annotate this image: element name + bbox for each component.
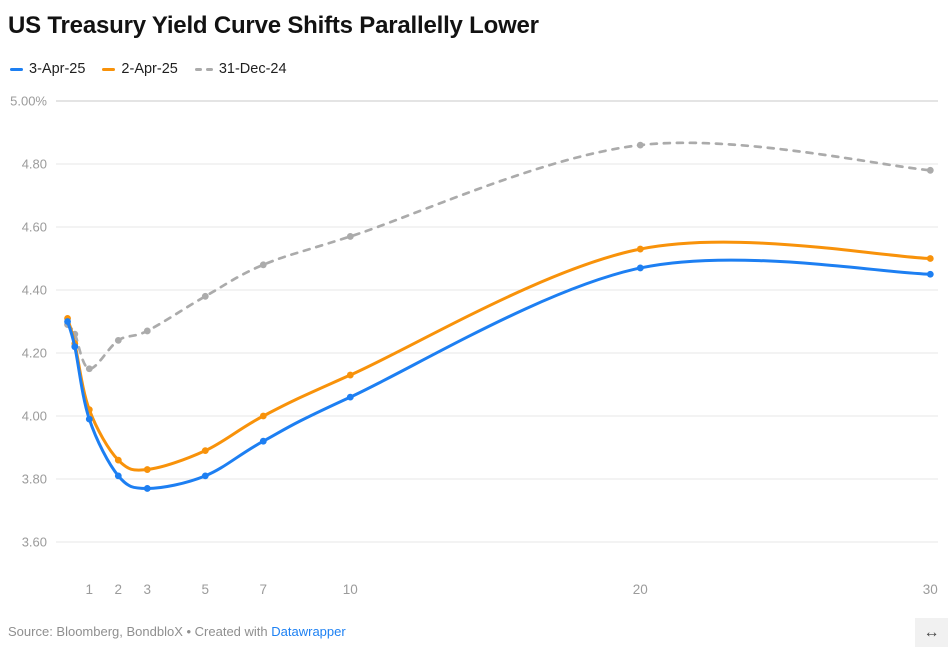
y-axis-label-4.80: 4.80 xyxy=(22,157,47,172)
y-axis-label-4.40: 4.40 xyxy=(22,283,47,298)
page-title: US Treasury Yield Curve Shifts Parallell… xyxy=(8,12,539,39)
data-point-3-Apr-25-5y[interactable] xyxy=(201,472,209,480)
data-point-3-Apr-25-30y[interactable] xyxy=(926,270,934,278)
x-axis-label-30: 30 xyxy=(923,582,938,597)
data-point-3-Apr-25-0.25y[interactable] xyxy=(64,318,71,325)
legend-item-3-apr-25: 3-Apr-25 xyxy=(10,61,85,77)
data-point-31-Dec-24-1y[interactable] xyxy=(85,365,93,373)
x-axis-label-20: 20 xyxy=(633,582,648,597)
data-point-2-Apr-25-10y[interactable] xyxy=(346,371,354,379)
data-point-2-Apr-25-20y[interactable] xyxy=(636,245,644,253)
data-point-3-Apr-25-2y[interactable] xyxy=(114,472,122,480)
data-point-3-Apr-25-10y[interactable] xyxy=(346,393,354,401)
data-point-31-Dec-24-10y[interactable] xyxy=(346,233,354,240)
x-axis-label-5: 5 xyxy=(202,582,210,597)
data-point-3-Apr-25-3y[interactable] xyxy=(143,485,151,492)
y-axis-label-4.00: 4.00 xyxy=(22,409,47,424)
line-swatch-icon xyxy=(10,67,23,71)
data-point-31-Dec-24-5y[interactable] xyxy=(201,292,209,300)
data-point-3-Apr-25-0.5y[interactable] xyxy=(71,343,79,351)
data-point-2-Apr-25-3y[interactable] xyxy=(143,466,151,473)
x-axis-label-1: 1 xyxy=(86,582,94,597)
datawrapper-link[interactable]: Datawrapper xyxy=(271,624,346,639)
data-point-31-Dec-24-30y[interactable] xyxy=(926,166,934,174)
source-text: Source: Bloomberg, BondbloX • Created wi… xyxy=(8,624,268,639)
data-point-31-Dec-24-7y[interactable] xyxy=(259,261,267,269)
source-attribution: Source: Bloomberg, BondbloX • Created wi… xyxy=(8,624,346,639)
dashed-line-swatch-icon xyxy=(194,67,213,71)
horizontal-resize-icon: ↔ xyxy=(923,623,940,641)
data-point-31-Dec-24-3y[interactable] xyxy=(143,327,151,335)
data-point-2-Apr-25-2y[interactable] xyxy=(114,456,122,464)
data-point-31-Dec-24-2y[interactable] xyxy=(114,337,122,344)
y-axis-label-5.00%: 5.00% xyxy=(10,94,47,109)
legend-label: 31-Dec-24 xyxy=(218,61,287,77)
data-point-2-Apr-25-7y[interactable] xyxy=(259,412,267,420)
data-point-2-Apr-25-5y[interactable] xyxy=(201,447,209,455)
legend-label: 3-Apr-25 xyxy=(29,61,86,77)
x-axis-label-3: 3 xyxy=(144,582,152,597)
y-axis-label-4.20: 4.20 xyxy=(22,346,47,361)
y-axis-label-3.60: 3.60 xyxy=(22,535,47,550)
data-point-31-Dec-24-20y[interactable] xyxy=(636,141,644,149)
data-point-3-Apr-25-7y[interactable] xyxy=(259,437,267,445)
legend: 3-Apr-25 2-Apr-25 31-Dec-24 xyxy=(10,61,287,77)
data-point-3-Apr-25-1y[interactable] xyxy=(85,415,93,423)
x-axis-label-7: 7 xyxy=(260,582,268,597)
line-swatch-icon xyxy=(102,67,116,71)
y-axis-label-4.60: 4.60 xyxy=(22,220,47,235)
series-line-2-Apr-25 xyxy=(66,240,932,472)
x-axis-label-2: 2 xyxy=(115,582,123,597)
data-point-3-Apr-25-20y[interactable] xyxy=(636,264,644,272)
resize-handle-button[interactable]: ↔ xyxy=(915,618,948,647)
series-line-31-Dec-24 xyxy=(66,141,932,371)
x-axis-label-10: 10 xyxy=(343,582,358,597)
legend-label: 2-Apr-25 xyxy=(121,61,178,77)
y-axis-label-3.80: 3.80 xyxy=(22,472,47,487)
legend-item-31-dec-24: 31-Dec-24 xyxy=(194,61,287,77)
data-point-2-Apr-25-30y[interactable] xyxy=(926,255,934,262)
legend-item-2-apr-25: 2-Apr-25 xyxy=(102,61,178,77)
